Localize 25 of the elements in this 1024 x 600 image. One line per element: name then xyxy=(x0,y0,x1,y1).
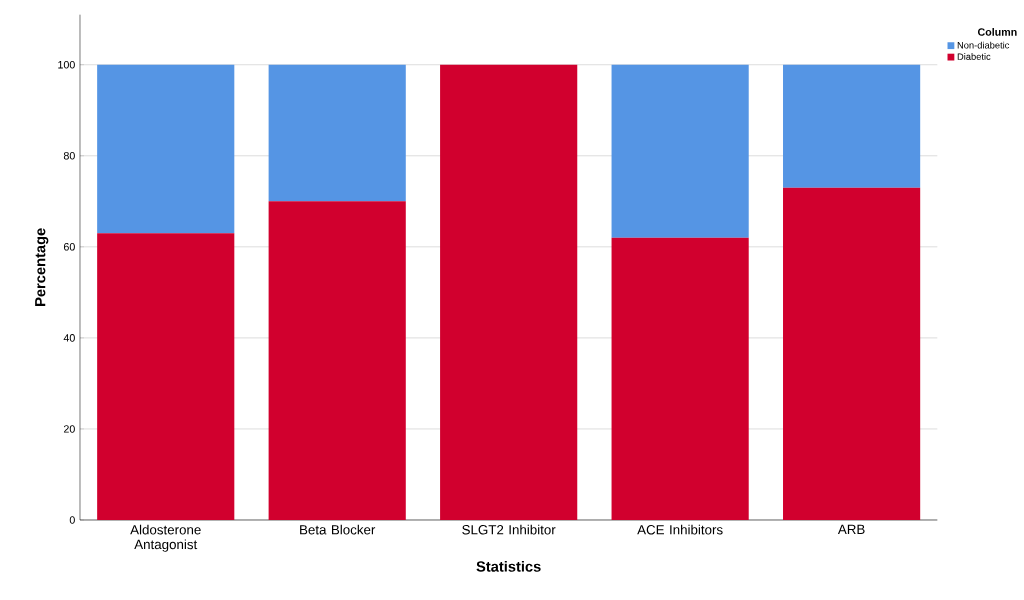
bar xyxy=(97,233,235,520)
legend-title: Column xyxy=(977,27,1017,36)
legend-label: Non-diabetic xyxy=(957,41,1010,49)
y-tick-label: 40 xyxy=(63,334,75,342)
x-tick-label: Beta Blocker xyxy=(300,524,376,535)
bar xyxy=(783,187,921,520)
y-tick-label: 20 xyxy=(63,425,75,433)
y-tick-label: 60 xyxy=(63,243,75,251)
bar xyxy=(97,64,235,234)
y-tick-label: 100 xyxy=(58,60,75,69)
bar xyxy=(783,64,921,188)
bar xyxy=(268,201,406,520)
y-tick-label: 0 xyxy=(69,516,75,524)
bar xyxy=(268,64,406,202)
bar xyxy=(611,237,749,520)
x-tick-label: SLGT2 Inhibitor xyxy=(462,524,556,535)
x-axis-title: Statistics xyxy=(476,560,541,572)
x-tick-label: ACE Inhibitors xyxy=(637,524,723,535)
x-tick-label: Aldosterone Antagonist xyxy=(130,524,201,552)
bar xyxy=(611,64,749,238)
legend-label: Diabetic xyxy=(957,53,991,60)
x-tick-label: ARB xyxy=(837,524,865,534)
y-axis-title: Percentage xyxy=(35,228,49,306)
y-tick-label: 80 xyxy=(63,152,75,160)
bar xyxy=(440,64,578,520)
